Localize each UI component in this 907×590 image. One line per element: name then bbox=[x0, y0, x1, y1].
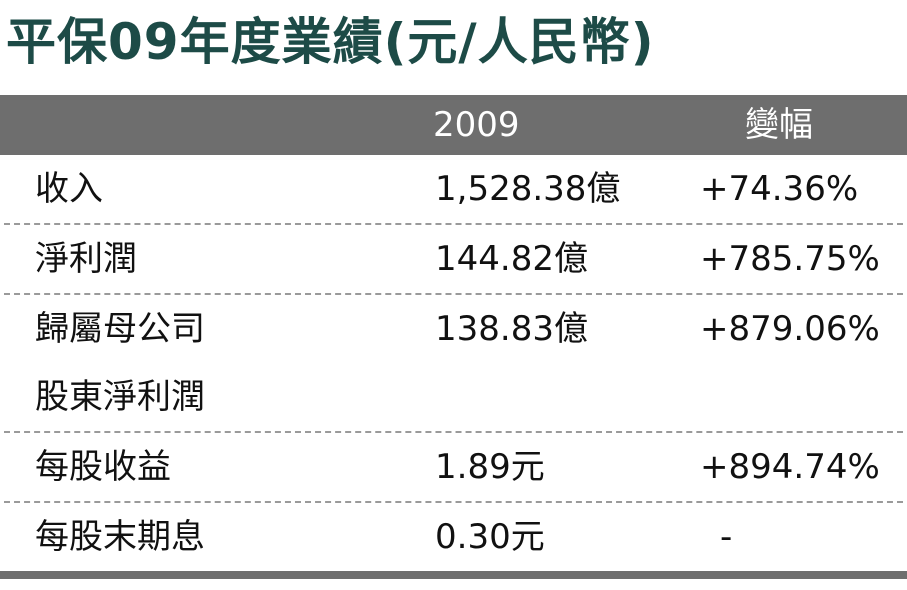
table-row: 淨利潤 144.82億 +785.75% bbox=[4, 225, 903, 295]
table-row: 歸屬母公司 股東淨利潤 138.83億 +879.06% bbox=[4, 295, 903, 433]
cell: +894.74% bbox=[700, 447, 880, 487]
table-row: 每股收益 1.89元 +894.74% bbox=[4, 433, 903, 503]
cell: +879.06% bbox=[700, 309, 880, 349]
header-cell: 2009 bbox=[433, 105, 520, 145]
row-label: 收入 bbox=[35, 169, 103, 209]
cell: 144.82億 bbox=[435, 239, 588, 279]
cell: 138.83億 bbox=[435, 309, 588, 349]
header-row: 2009 變幅 bbox=[0, 95, 907, 155]
table-body: 收入 1,528.38億 +74.36% 淨利潤 144.82億 +785.75% 歸屬母公… bbox=[0, 155, 907, 579]
cell: 0.30元 bbox=[435, 517, 545, 557]
title: 平保09年度業績(元/人民幣) bbox=[6, 13, 655, 71]
table-row: 收入 1,528.38億 +74.36% bbox=[4, 155, 903, 225]
row-label: 歸屬母公司 股東淨利潤 bbox=[35, 309, 205, 417]
cell: 1,528.38億 bbox=[435, 169, 621, 209]
cell: +785.75% bbox=[700, 239, 880, 279]
cell: - bbox=[720, 517, 733, 557]
row-label: 每股末期息 bbox=[35, 517, 205, 557]
table-row: 每股末期息 0.30元 - bbox=[0, 503, 907, 579]
table: 2009 變幅 收入 1,528.38億 +74.36% 淨利潤 144.82億 +785… bbox=[0, 95, 907, 579]
row-label: 淨利潤 bbox=[35, 239, 137, 279]
header-cell: 變幅 bbox=[745, 105, 813, 145]
row-label: 每股收益 bbox=[35, 447, 171, 487]
cell: +74.36% bbox=[700, 169, 859, 209]
cell: 1.89元 bbox=[435, 447, 545, 487]
